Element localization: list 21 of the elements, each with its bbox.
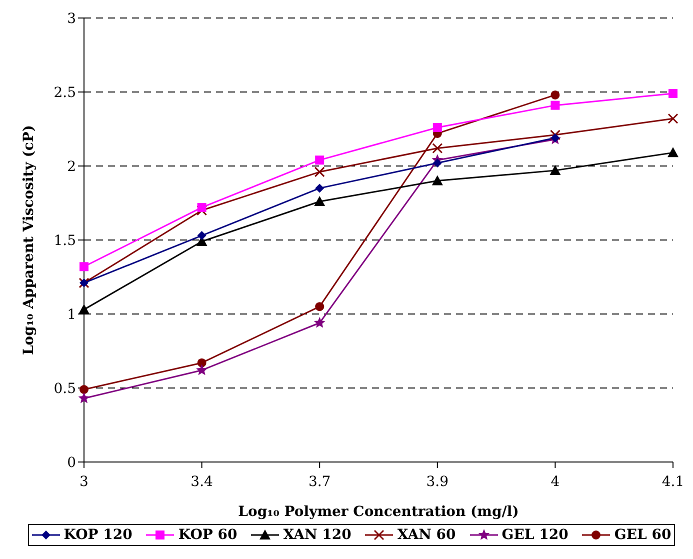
legend-label: KOP 120 [64,527,132,543]
x-tick-label: 3.4 [190,474,214,490]
legend-label: KOP 60 [178,527,238,543]
legend-label: XAN 120 [283,527,352,543]
y-tick-label: 1.5 [54,232,76,249]
x-tick-label: 3 [80,474,88,490]
y-tick-label: 2 [67,158,76,175]
y-tick-label: 0 [67,454,76,471]
x-tick-label: 3.7 [308,474,331,490]
x-tick-label: 4 [550,474,560,490]
legend-label: XAN 60 [397,527,456,543]
y-tick-label: 1 [67,306,76,323]
y-axis-title: Log₁₀ Apparent Viscosity (cP) [20,124,37,356]
legend-label: GEL 120 [502,527,568,543]
x-tick-label: 4.1 [662,474,684,490]
x-tick-label: 3.9 [426,474,449,490]
y-tick-label: 2.5 [54,84,76,101]
x-axis-title: Log₁₀ Polymer Concentration (mg/l) [238,504,519,520]
y-tick-label: 3 [67,10,76,27]
y-tick-label: 0.5 [54,380,76,397]
legend-label: GEL 60 [614,527,672,543]
